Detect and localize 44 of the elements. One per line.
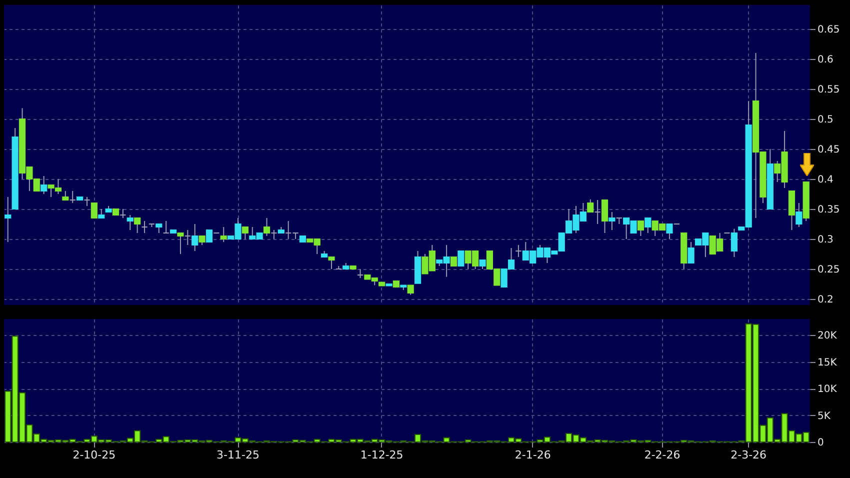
y-tick-label: 5K xyxy=(818,410,831,422)
y-tick-label: 0.4 xyxy=(818,174,834,186)
candlestick xyxy=(4,196,12,242)
x-tick-label: 2-2-26 xyxy=(644,448,680,462)
y-tick-label: 0 xyxy=(818,438,824,448)
y-tick-label: 0.2 xyxy=(818,294,834,306)
y-tick-label: 20K xyxy=(818,330,838,342)
candlestick xyxy=(328,256,335,270)
candlestick xyxy=(126,214,134,230)
y-tick-label: 0.45 xyxy=(818,144,840,156)
candlestick xyxy=(220,226,227,242)
x-tick-label: 2-10-25 xyxy=(72,448,116,462)
y-tick-label: 0.35 xyxy=(818,204,840,216)
candlestick xyxy=(637,220,644,236)
x-tick-label: 3-11-25 xyxy=(216,448,260,462)
candlestick xyxy=(90,202,98,218)
y-tick-label: 0.6 xyxy=(818,54,834,66)
candlestick xyxy=(616,218,622,224)
candlestick xyxy=(206,230,213,242)
candlestick xyxy=(515,244,522,258)
x-tick-label: 2-3-26 xyxy=(730,448,767,462)
candlestick xyxy=(69,190,76,204)
candlestick xyxy=(796,202,802,228)
candlestick xyxy=(141,220,148,234)
y-tick-label: 15K xyxy=(818,357,838,368)
candlestick xyxy=(644,218,652,234)
y-tick-label: 10K xyxy=(818,384,838,396)
candlestick xyxy=(688,242,694,264)
y-tick-label: 0.55 xyxy=(818,84,840,96)
x-tick-label: 1-12-25 xyxy=(360,448,404,462)
candlestick xyxy=(594,200,601,224)
candlestick xyxy=(184,230,191,246)
y-tick-label: 0.5 xyxy=(818,114,834,126)
candlestick xyxy=(458,250,464,266)
candlestick xyxy=(134,218,141,234)
candlestick xyxy=(407,284,414,296)
y-tick-label: 0.3 xyxy=(818,234,834,246)
y-tick-label: 0.65 xyxy=(818,24,840,36)
candlestick xyxy=(242,226,248,240)
y-tick-label: 0.25 xyxy=(818,264,840,276)
x-tick-label: 2-1-26 xyxy=(514,448,551,462)
candlestick xyxy=(788,190,796,230)
candlestick xyxy=(40,176,48,194)
candlestick xyxy=(162,220,170,234)
